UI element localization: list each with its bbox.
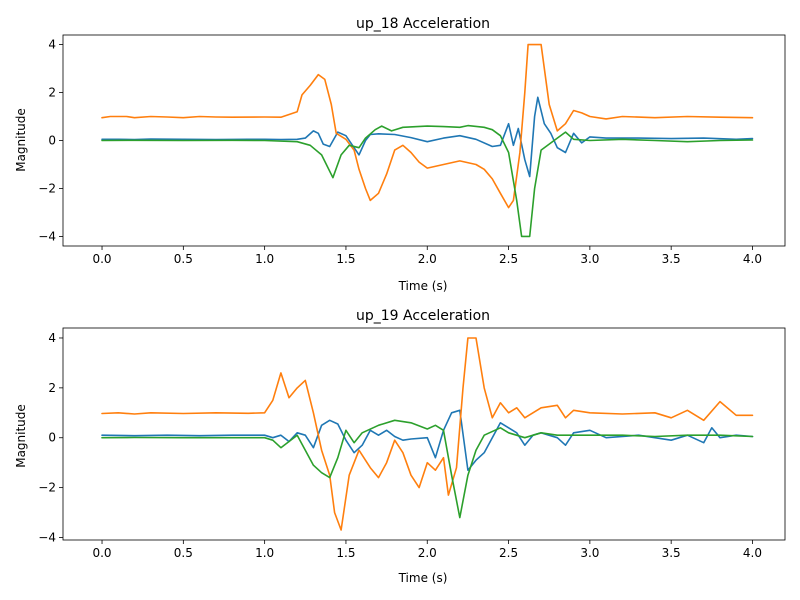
x-tick-label: 0.5 (174, 252, 193, 266)
x-tick-label: 3.5 (662, 546, 681, 560)
plot-area: 0.0 0.5 1.0 1.5 2.0 2.5 3.0 3.5 4.0 −4 −2 0 2 4 (38, 38, 762, 266)
chart-title: up_18 Acceleration (356, 16, 490, 32)
y-tick-label: −4 (38, 531, 56, 545)
y-tick-label: 0 (48, 431, 56, 445)
y-tick-label: 4 (48, 331, 56, 345)
y-tick-label: 2 (48, 86, 56, 100)
x-tick-label: 0.0 (92, 252, 111, 266)
y-tick-label: −2 (38, 181, 56, 195)
x-tick-label: 0.0 (92, 546, 111, 560)
series-blue-line (101, 96, 754, 178)
x-tick-label: 2.5 (499, 252, 518, 266)
plot-frame (62, 327, 786, 541)
chart-title: up_19 Acceleration (356, 308, 490, 324)
y-tick-label: 2 (48, 381, 56, 395)
series-green-line (101, 124, 754, 238)
chart-up19: up_19 Acceleration Magnitude Time (s) 0.… (14, 308, 786, 585)
x-tick-label: 2.0 (418, 252, 437, 266)
series-green-line (101, 419, 754, 519)
x-tick-label: 1.5 (336, 546, 355, 560)
x-tick-label: 3.0 (580, 252, 599, 266)
series-orange-line (101, 337, 754, 531)
y-tick-label: 0 (48, 134, 56, 148)
x-tick-label: 3.5 (662, 252, 681, 266)
x-tick-label: 2.0 (418, 546, 437, 560)
y-tick-label: −4 (38, 229, 56, 243)
x-tick-label: 1.0 (255, 252, 274, 266)
y-axis-label: Magnitude (14, 108, 28, 172)
x-axis-label: Time (s) (398, 279, 448, 293)
x-axis-label: Time (s) (398, 571, 448, 585)
x-tick-label: 4.0 (743, 546, 762, 560)
y-tick-label: 4 (48, 38, 56, 52)
x-tick-label: 4.0 (743, 252, 762, 266)
series-orange-line (101, 43, 754, 209)
x-tick-label: 2.5 (499, 546, 518, 560)
x-tick-label: 1.0 (255, 546, 274, 560)
plot-area: 0.0 0.5 1.0 1.5 2.0 2.5 3.0 3.5 4.0 −4 −2 0 2 4 (38, 331, 762, 560)
plot-frame (62, 34, 786, 247)
x-tick-label: 3.0 (580, 546, 599, 560)
x-tick-label: 0.5 (174, 546, 193, 560)
chart-up18: up_18 Acceleration Magnitude Time (s) 0.… (14, 16, 786, 293)
x-tick-label: 1.5 (336, 252, 355, 266)
y-axis-label: Magnitude (14, 404, 28, 468)
y-tick-label: −2 (38, 481, 56, 495)
